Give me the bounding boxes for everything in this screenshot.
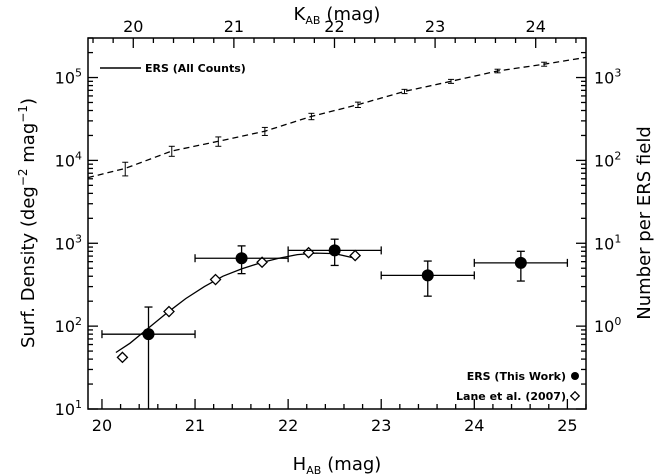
top-x-tick-label: 21: [224, 17, 244, 36]
chart-marks: [87, 56, 587, 409]
top-x-tick-label: 20: [123, 17, 143, 36]
this-work-point: [421, 269, 434, 282]
x-tick-label: 25: [557, 416, 577, 435]
plot-frame: [87, 37, 587, 410]
ticks: [88, 37, 587, 410]
top-x-tick-label: 24: [526, 17, 546, 36]
lane-point: [209, 273, 222, 286]
this-work-point: [142, 328, 155, 341]
y-tick-label: 102: [55, 315, 82, 336]
lane-point: [256, 256, 268, 269]
legend-marker-lane: [569, 390, 581, 402]
legend-label-all-counts: ERS (All Counts): [145, 62, 246, 75]
y-axis-label-left: Surf. Density (deg−2 mag−1): [16, 98, 39, 348]
top-x-tick-label: 22: [324, 17, 344, 36]
x-axis-label-top: KAB (mag): [294, 4, 381, 27]
legend-label-this-work: ERS (This Work): [467, 370, 566, 383]
legend-label-lane: Lane et al. (2007): [456, 390, 566, 403]
legend-bottom-right: ERS (This Work) Lane et al. (2007): [456, 370, 581, 403]
this-work-point: [328, 244, 341, 257]
y-tick-label: 101: [55, 398, 82, 419]
tick-labels: 20 21 22 23 24 25 20 21 22 23 24 101 102 103 104 105 100…: [55, 17, 622, 435]
legend-top-left: ERS (All Counts): [100, 62, 246, 75]
y-tick-label: 105: [55, 67, 82, 88]
lane-point: [116, 351, 129, 364]
lane-point: [349, 249, 362, 262]
y-axis-label-right: Number per ERS field: [634, 126, 655, 320]
x-tick-label: 23: [371, 416, 391, 435]
x-tick-label: 24: [464, 416, 484, 435]
right-y-tick-label: 103: [594, 67, 621, 88]
x-tick-label: 22: [278, 416, 298, 435]
x-tick-label: 20: [92, 416, 112, 435]
x-tick-label: 21: [185, 416, 205, 435]
top-x-tick-label: 23: [425, 17, 445, 36]
lane-point: [302, 246, 315, 259]
lane-point: [163, 305, 175, 318]
all-counts-line: [87, 56, 587, 179]
this-work-point: [514, 256, 527, 269]
y-tick-label: 104: [55, 149, 82, 170]
right-y-tick-label: 101: [594, 232, 621, 253]
this-work-point: [235, 252, 248, 265]
x-axis-label-bottom: HAB (mag): [293, 454, 382, 474]
right-y-tick-label: 100: [594, 315, 621, 336]
right-y-tick-label: 102: [594, 149, 621, 170]
legend-marker-this-work: [571, 372, 579, 380]
y-tick-label: 103: [55, 232, 82, 253]
